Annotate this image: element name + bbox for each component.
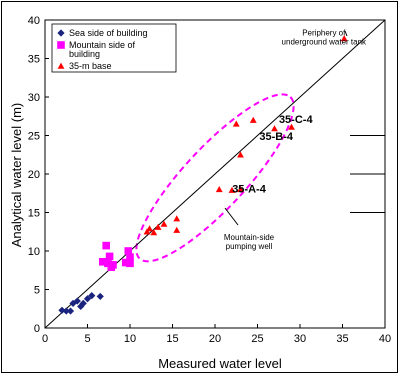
data-point-triangle	[150, 229, 158, 236]
legend-item: 35-m base	[57, 61, 112, 71]
series-square	[99, 241, 134, 271]
data-point-triangle	[146, 225, 153, 232]
legend-label-line: Mountain side of	[69, 40, 136, 50]
annotation-label: 35-C-4	[279, 114, 314, 126]
data-point-triangle	[340, 35, 348, 42]
legend-marker-diamond	[57, 29, 65, 37]
x-tick-label: 10	[124, 333, 136, 345]
data-points-layer	[58, 35, 348, 315]
annotation-label: Mountain-side pumping well	[224, 233, 275, 251]
annotation-line: pumping well	[226, 242, 273, 251]
x-tick-label: 30	[294, 333, 306, 345]
data-point-triangle	[215, 186, 223, 193]
annotation-line: 35-B-4	[259, 131, 294, 143]
data-point-triangle	[160, 220, 168, 227]
legend-label: 35-m base	[69, 61, 112, 71]
legend: Sea side of building Mountain side of buil…	[51, 23, 177, 73]
y-axis-title: Analytical water level (m)	[9, 103, 24, 248]
data-point-diamond	[83, 295, 92, 303]
legend-label: Mountain side of building	[69, 40, 136, 59]
series-diamond	[58, 292, 104, 315]
data-point-triangle	[237, 151, 244, 158]
legend-item: Sea side of building	[57, 28, 148, 38]
legend-marker-square	[57, 41, 65, 49]
legend-box	[51, 23, 177, 73]
data-point-square	[104, 259, 112, 268]
annotation-line: Periphery of	[302, 28, 346, 37]
legend-marker-triangle	[57, 62, 65, 69]
annotation-line: underground water tank	[282, 37, 368, 46]
legend-label-line: Sea side of building	[69, 28, 148, 38]
series-triangle	[143, 35, 348, 236]
x-tick-label: 35	[336, 333, 348, 345]
x-axis-title: Measured water level	[158, 356, 282, 371]
data-point-square	[102, 241, 110, 250]
y-tick-label: 35	[28, 54, 40, 66]
legend-label-line: 35-m base	[69, 61, 112, 71]
y-tick-label: 0	[34, 323, 40, 335]
identity-line	[44, 19, 386, 329]
data-point-triangle	[228, 186, 236, 193]
data-point-square	[105, 252, 114, 261]
y-tick-label: 25	[28, 131, 40, 143]
data-point-square	[126, 253, 134, 261]
annotation-line: 35-C-4	[279, 114, 314, 126]
x-tick-label: 0	[42, 333, 48, 345]
data-point-square	[124, 247, 133, 255]
annotation-label: Periphery of underground water tank	[282, 28, 368, 46]
legend-item: Mountain side of building	[57, 40, 136, 59]
data-point-square	[109, 261, 117, 269]
x-tick-label: 5	[84, 333, 90, 345]
x-tick-label: 25	[251, 333, 263, 345]
x-tick-label: 40	[379, 333, 391, 345]
data-point-diamond	[73, 297, 81, 305]
data-point-triangle	[288, 123, 295, 130]
data-point-triangle	[173, 215, 181, 222]
data-point-diamond	[79, 299, 87, 307]
data-point-diamond	[96, 292, 104, 301]
data-point-triangle	[173, 226, 181, 233]
y-tick-label: 5	[34, 285, 40, 297]
legend-label-line: building	[69, 49, 100, 59]
data-point-square	[126, 259, 134, 268]
annotation-layer: Periphery of underground water tank 35-C-4…	[224, 28, 367, 251]
data-point-diamond	[66, 307, 75, 315]
data-point-triangle	[143, 228, 151, 235]
data-point-diamond	[58, 306, 66, 314]
leader-line	[344, 30, 348, 37]
data-point-square	[99, 257, 107, 266]
annotation-label: 35-A-4	[232, 183, 267, 195]
data-point-triangle	[232, 120, 240, 127]
y-tick-label: 15	[28, 208, 40, 220]
y-tick-label: 10	[28, 246, 40, 258]
data-point-triangle	[237, 186, 244, 193]
reference-line-layer	[44, 19, 386, 329]
data-point-square	[121, 258, 130, 267]
legend-label: Sea side of building	[69, 28, 148, 38]
annotation-label: 35-B-4	[259, 131, 294, 143]
y-tick-label: 20	[28, 169, 40, 181]
data-point-triangle	[271, 125, 278, 132]
y-tick-label: 40	[28, 15, 40, 27]
data-point-diamond	[62, 307, 70, 315]
x-tick-label: 15	[166, 333, 178, 345]
data-point-diamond	[88, 292, 96, 300]
x-tick-label: 20	[209, 333, 221, 345]
annotation-line: 35-A-4	[232, 183, 267, 195]
leader-line	[224, 207, 239, 226]
tick-layer: 0 5 10 15 20 25 30 35 40 0 5 10 15 20 25 30 35 40	[28, 15, 391, 345]
data-point-triangle	[154, 223, 162, 230]
data-point-triangle	[249, 116, 257, 123]
annotation-line: Mountain-side	[224, 233, 275, 242]
y-tick-label: 30	[28, 92, 40, 104]
